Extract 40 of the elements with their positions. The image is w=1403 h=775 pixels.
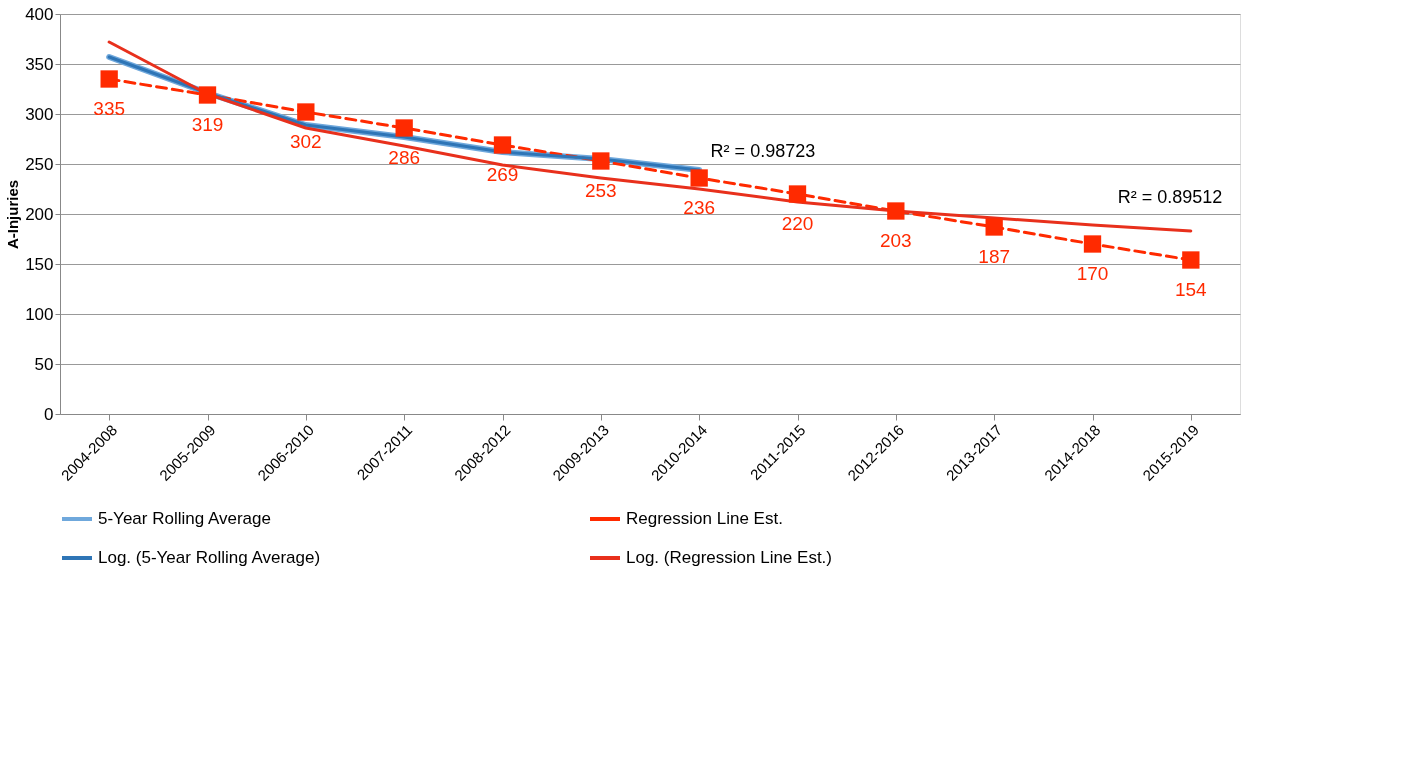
y-tick-label: 50 xyxy=(34,354,54,374)
annotation: R² = 0.89512 xyxy=(1117,187,1223,207)
legend-label: Log. (5-Year Rolling Average) xyxy=(98,548,321,567)
y-axis-title: A-Injuries xyxy=(4,179,22,250)
data-label: 269 xyxy=(486,164,519,185)
data-label: 187 xyxy=(978,246,1011,267)
point xyxy=(198,86,217,104)
y-tick-label: 400 xyxy=(25,4,54,24)
point xyxy=(985,218,1003,236)
data-label: 236 xyxy=(683,197,716,218)
data-label: 335 xyxy=(93,98,126,119)
data-label: 286 xyxy=(388,147,421,168)
point xyxy=(1083,235,1102,253)
y-tick-label: 0 xyxy=(44,404,54,424)
legend-label: Log. (Regression Line Est.) xyxy=(626,548,832,567)
data-label: 203 xyxy=(879,230,912,251)
y-tick-label: 150 xyxy=(25,254,54,274)
point xyxy=(100,70,118,88)
legend-label: 5-Year Rolling Average xyxy=(98,509,271,528)
point xyxy=(1182,251,1200,269)
y-tick-label: 200 xyxy=(25,204,54,224)
point xyxy=(788,185,807,203)
data-label: 154 xyxy=(1174,279,1208,300)
point xyxy=(493,136,512,154)
data-label: 220 xyxy=(781,213,814,234)
data-label: 319 xyxy=(191,114,224,135)
point xyxy=(395,119,413,137)
data-label: 302 xyxy=(289,131,322,152)
point xyxy=(592,152,610,170)
point xyxy=(297,103,315,121)
y-tick-label: 350 xyxy=(25,54,54,74)
y-tick-label: 250 xyxy=(25,154,54,174)
y-tick-label: 100 xyxy=(25,304,54,324)
annotation: R² = 0.98723 xyxy=(710,141,816,161)
y-tick-label: 300 xyxy=(25,104,54,124)
point xyxy=(887,202,905,220)
legend-label: Regression Line Est. xyxy=(626,509,783,528)
data-label: 170 xyxy=(1076,263,1109,284)
data-label: 253 xyxy=(584,180,617,201)
point xyxy=(690,169,708,187)
